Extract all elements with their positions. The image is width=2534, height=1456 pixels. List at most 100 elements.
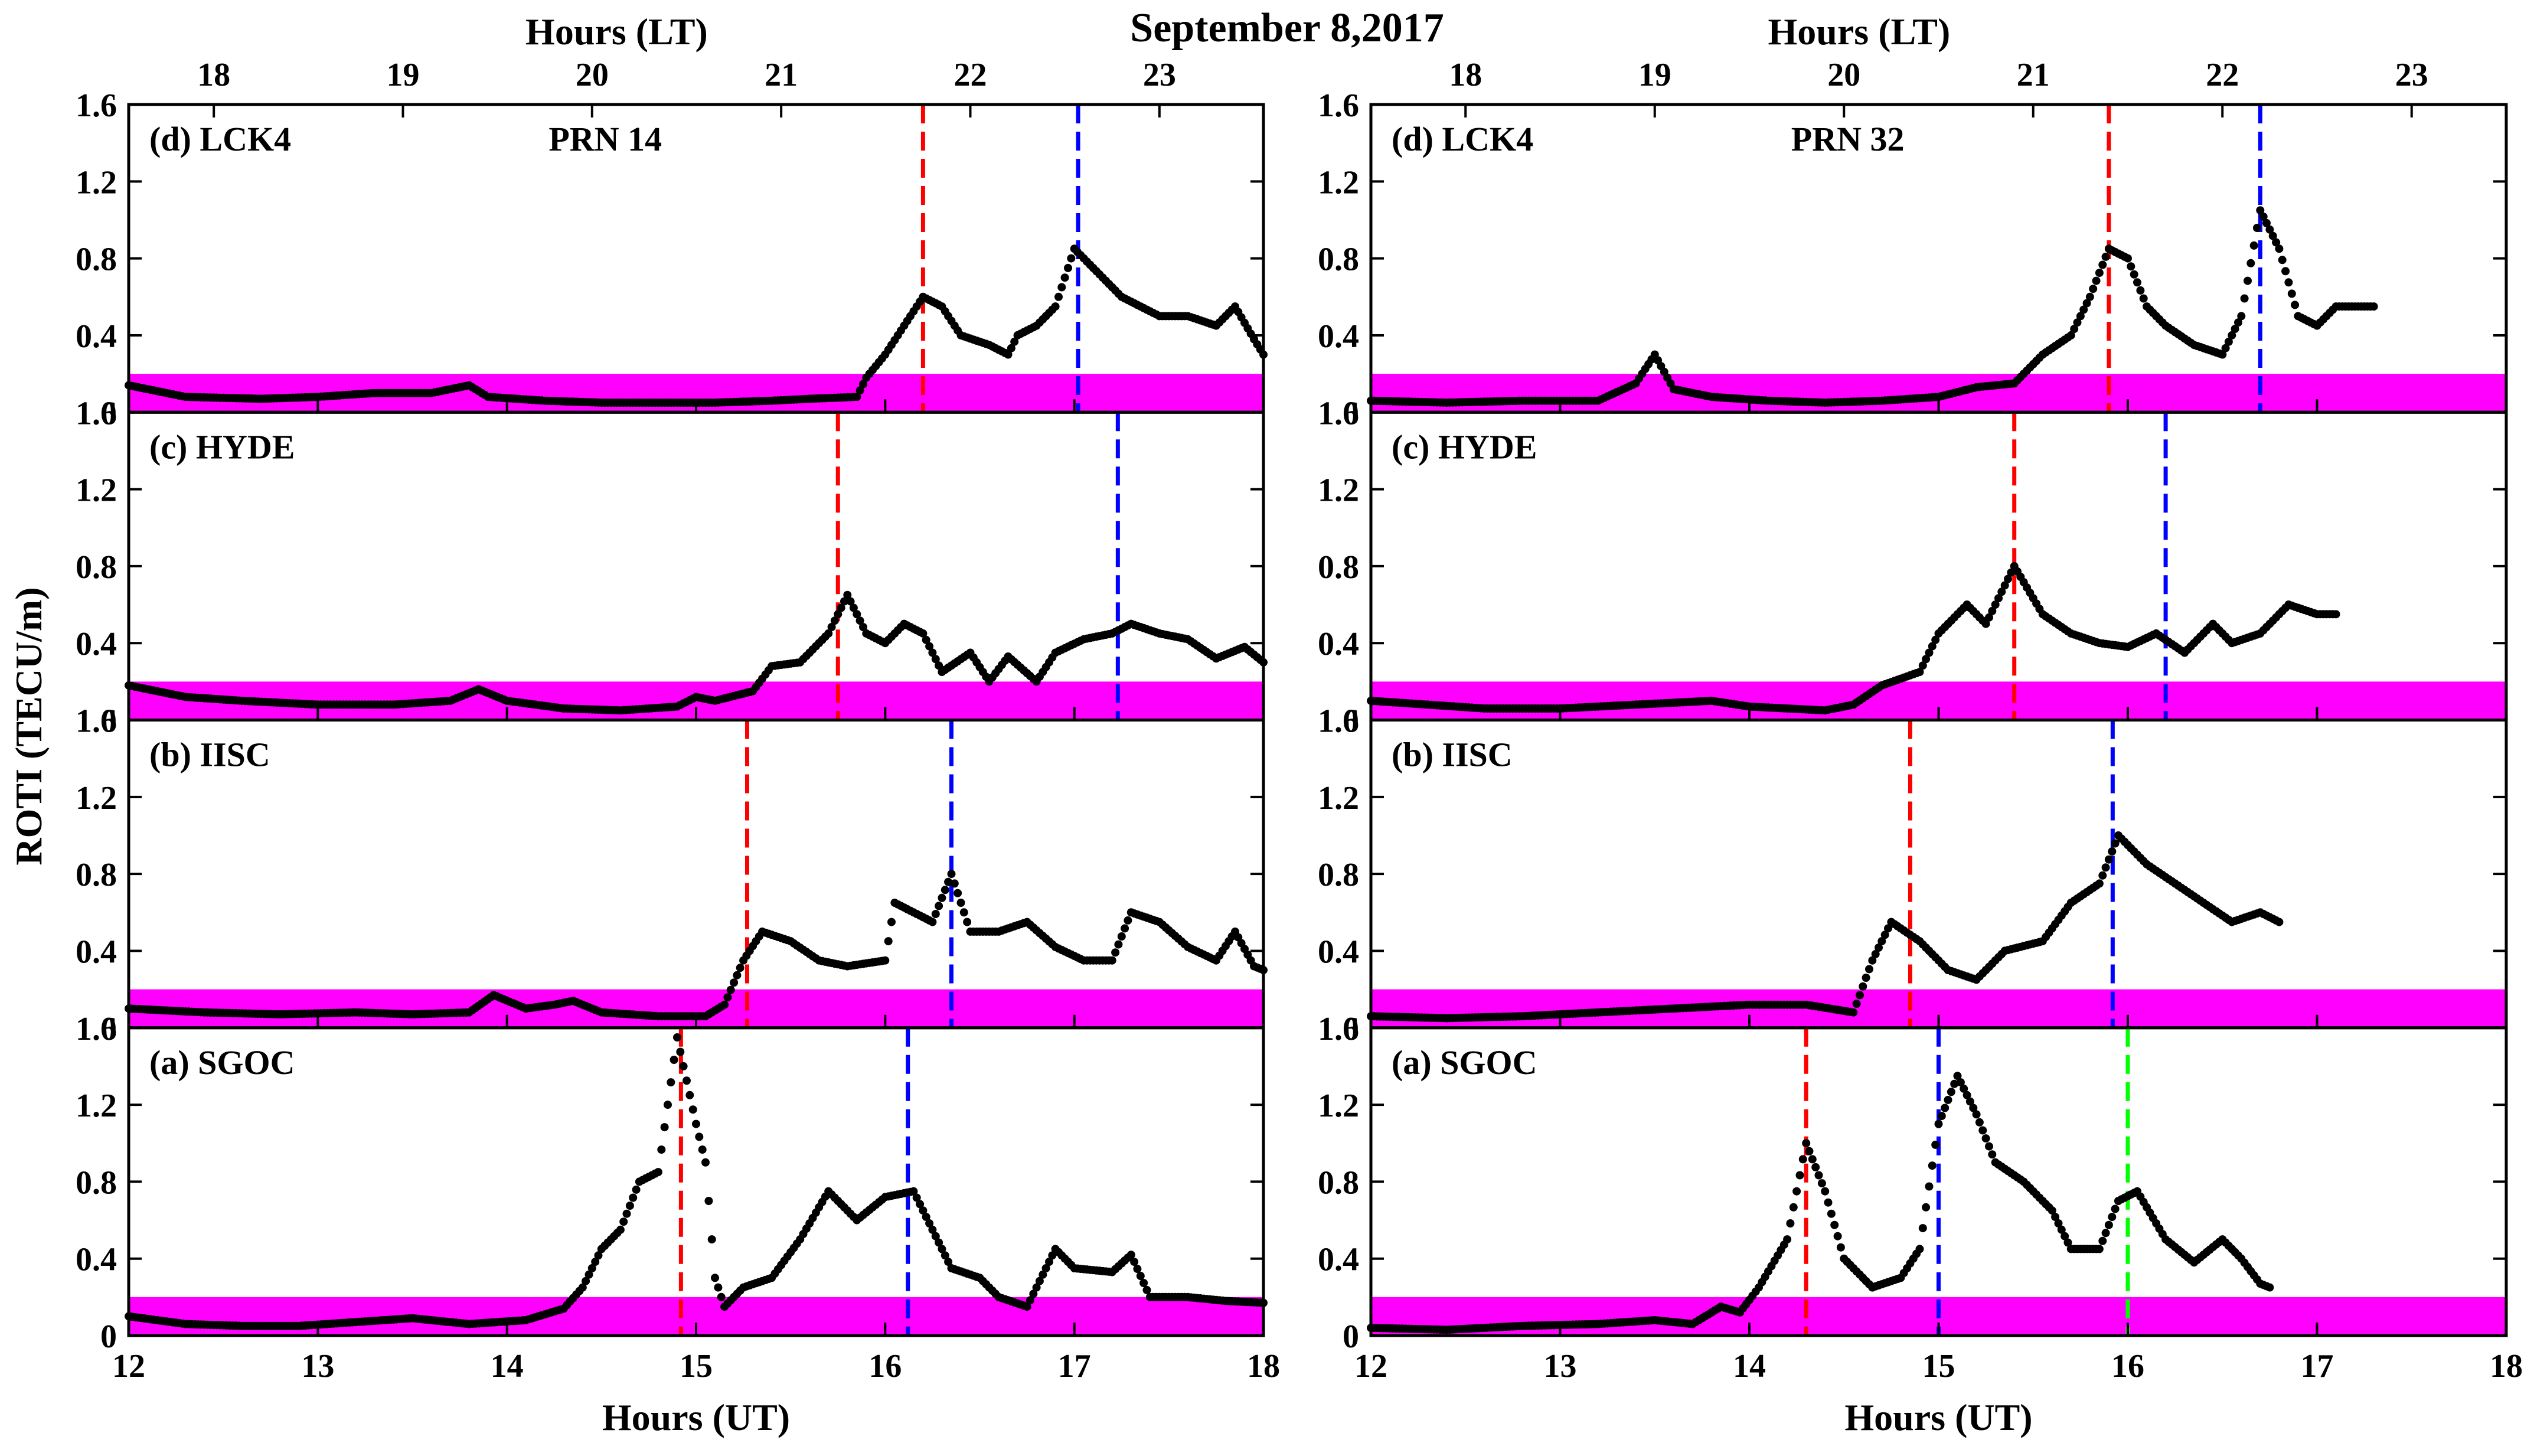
roti-point [2051,1213,2060,1222]
roti-point [837,603,845,612]
roti-point [1126,1251,1135,1259]
roti-point [2124,254,2132,263]
roti-point [947,870,956,879]
roti-point [2259,213,2268,221]
roti-point [2136,286,2145,295]
roti-point [1880,931,1889,939]
roti-point [944,877,953,886]
roti-point [922,635,930,644]
panel-label: (b) IISC [149,736,270,774]
roti-point [1985,1142,1993,1151]
roti-point [2228,331,2236,339]
roti-point [843,590,852,599]
roti-point [707,1235,716,1244]
roti-point [2057,1225,2066,1234]
roti-point [2224,337,2233,346]
y-tick-label: 1.6 [1318,395,1359,432]
y-tick-label: 0 [1343,395,1359,432]
y-tick-label: 0.8 [76,241,117,278]
prn-label: PRN 32 [1791,120,1905,158]
y-tick-label: 0.8 [1318,857,1359,893]
y-tick-label: 0.8 [76,857,117,893]
roti-point [935,1238,943,1247]
roti-point [584,1270,593,1279]
roti-point [1852,1000,1861,1008]
lt-tick-label: 23 [2395,57,2428,93]
roti-point [959,908,968,917]
roti-point [619,1217,628,1226]
roti-point [938,893,946,902]
roti-point [931,655,940,664]
roti-point [717,1292,726,1301]
roti-point [701,1158,710,1167]
roti-point [1937,1112,1946,1121]
roti-point [941,1251,949,1260]
roti-point [2278,256,2287,265]
roti-point [2237,312,2246,321]
roti-point [1991,600,2000,609]
y-tick-label: 0 [1343,1011,1359,1047]
roti-point [1007,344,1015,352]
y-tick-label: 0.8 [76,549,117,586]
y-tick-label: 1.2 [76,1088,117,1124]
roti-point [953,889,962,897]
roti-point [931,1232,940,1240]
roti-point [1975,1118,1984,1127]
y-axis-title: ROTI (TECU/m) [8,587,50,865]
roti-point [1054,292,1063,301]
x-tick-label: 17 [2301,1348,2334,1385]
roti-point [1978,1126,1987,1135]
y-tick-label: 0 [100,703,117,740]
lt-tick-label: 21 [2017,57,2050,93]
roti-point [1922,655,1931,664]
roti-point [963,918,972,926]
y-tick-label: 0.4 [1318,1242,1359,1278]
roti-point [685,1091,694,1099]
y-tick-label: 1.6 [1318,1011,1359,1047]
lt-tick-label: 20 [576,57,609,93]
roti-point [1925,1182,1934,1191]
roti-point [683,1076,691,1085]
roti-point [1931,1140,1940,1149]
roti-point [2007,568,2016,577]
roti-point [2085,292,2094,301]
x-tick-label: 16 [2111,1348,2144,1385]
y-tick-label: 0 [100,1011,117,1047]
y-tick-label: 0.4 [1318,318,1359,355]
roti-point [830,616,839,625]
roti-point [1805,1147,1814,1155]
y-tick-label: 1.2 [76,164,117,201]
roti-point [1121,924,1129,933]
roti-point [919,629,928,638]
roti-point [1811,1163,1820,1171]
roti-point [2076,312,2085,321]
roti-point [941,886,949,895]
roti-point [1067,254,1076,263]
roti-point [1960,1084,1968,1093]
roti-point [664,1101,672,1109]
roti-point [2004,574,2012,583]
roti-point [2098,260,2107,269]
top-x-axis-title: Hours (LT) [525,11,708,53]
roti-point [1836,1243,1845,1252]
roti-point [2108,847,2117,856]
roti-point [1947,1088,1955,1096]
panel--a-sgoc: 0 0.4 0.8 1.2 1.6 (a) SGOC [76,1011,1268,1355]
panel--c-hyde: 0 0.4 0.8 1.2 1.6 (c) HYDE [76,395,1268,740]
roti-point [2095,269,2104,278]
roti-point [1884,924,1892,933]
x-tick-label: 15 [1922,1348,1955,1385]
roti-point [827,623,836,631]
lt-tick-label: 22 [953,57,987,93]
y-tick-label: 0.8 [1318,1164,1359,1201]
y-tick-label: 1.2 [1318,1088,1359,1124]
panel-label: (c) HYDE [149,427,295,466]
roti-point [931,910,940,918]
lt-tick-label: 18 [197,57,230,93]
roti-point [884,937,893,946]
roti-point [1051,302,1060,311]
roti-point [736,964,744,972]
roti-point [1985,613,1993,622]
panel--a-sgoc: 0 0.4 0.8 1.2 1.6 (a) SGOC [1318,1011,2508,1355]
